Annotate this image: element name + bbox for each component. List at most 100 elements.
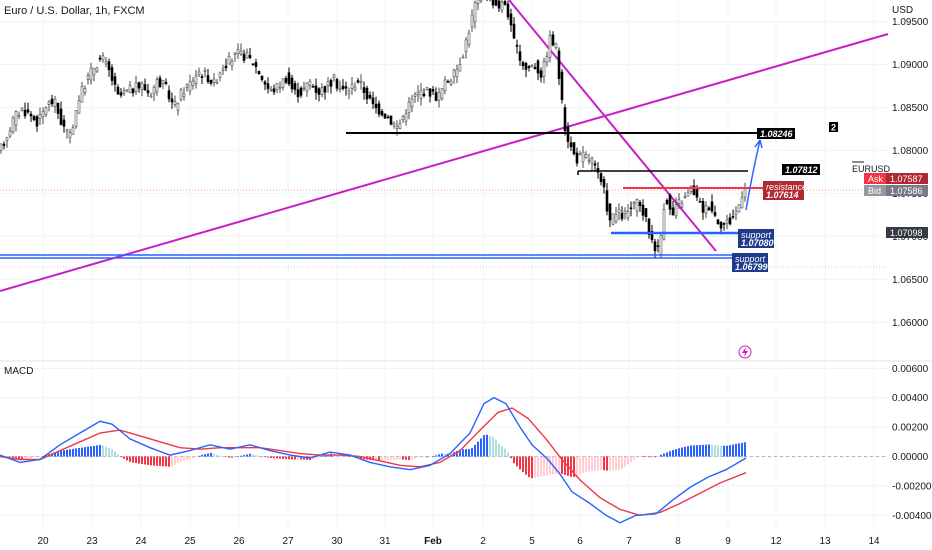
candle-body [314, 85, 318, 93]
candle-body [590, 158, 594, 164]
support-label-2[interactable]: support 1.06799 [732, 253, 768, 272]
time-tick-label: 27 [282, 536, 294, 547]
macd-histogram-bar [291, 456, 293, 460]
candle-body [524, 63, 528, 70]
candle-body [359, 80, 363, 83]
time-tick-label: 13 [819, 536, 831, 547]
candle-body [638, 202, 642, 206]
symbol-tag: EURUSD [852, 161, 891, 174]
macd-histogram-bar [372, 456, 374, 461]
macd-histogram-bar [549, 456, 551, 475]
macd-histogram-bar [573, 456, 575, 477]
macd-histogram-bar [138, 456, 140, 464]
macd-histogram-bar [54, 452, 56, 457]
macd-histogram-bar [615, 456, 617, 471]
badge-2[interactable]: 2 [829, 122, 838, 133]
candle-body [371, 97, 375, 104]
candle-body [137, 82, 141, 89]
time-tick-label: 12 [770, 536, 782, 547]
macd-histogram-bar [99, 444, 101, 457]
candle-body [308, 80, 312, 86]
macd-histogram-bar [474, 444, 476, 457]
macd-histogram-bar [495, 439, 497, 457]
macd-histogram-bar [522, 456, 524, 473]
candle-body [389, 115, 393, 125]
candle-body [182, 93, 186, 97]
macd-histogram-bar [417, 456, 419, 459]
candle-body [704, 205, 708, 214]
candle-body [731, 216, 735, 218]
macd-histogram-bar [324, 455, 326, 457]
time-tick-label: 6 [577, 536, 583, 547]
candle-body [512, 23, 516, 39]
macd-histogram-bar [543, 456, 545, 476]
candle-body [68, 132, 72, 138]
candle-body [587, 159, 591, 162]
macd-histogram-bar [141, 456, 143, 465]
macd-histogram-bar [240, 455, 242, 457]
macd-histogram-bar [600, 456, 602, 470]
macd-histogram-bar [78, 447, 80, 457]
macd-histogram-bar [576, 456, 578, 476]
candle-body [368, 95, 372, 99]
candle-body [104, 61, 108, 65]
falling-trendline[interactable] [508, 0, 717, 252]
macd-histogram-bar [96, 445, 98, 457]
level-label-mid[interactable]: 1.07812 [782, 164, 820, 175]
candle-body [695, 187, 699, 198]
candle-body [509, 13, 513, 26]
candle-body [434, 92, 438, 101]
macd-histogram-bar [606, 456, 608, 471]
candle-body [644, 208, 648, 217]
macd-histogram-bar [135, 456, 137, 464]
candle-body [101, 55, 105, 61]
projection-arrow-line[interactable] [745, 139, 761, 211]
macd-histogram-bar [186, 456, 188, 460]
macd-histogram-bar [72, 448, 74, 457]
macd-histogram-bar [654, 456, 656, 458]
macd-histogram-bar [534, 456, 536, 478]
macd-histogram-bar [405, 456, 407, 460]
macd-histogram-bar [642, 456, 644, 457]
bid-tag[interactable]: Bid 1.07586 [864, 185, 928, 196]
candle-body [569, 142, 573, 148]
macd-histogram-bar [174, 456, 176, 465]
ask-label: Ask [868, 174, 884, 184]
bid-label: Bid [868, 186, 881, 196]
candle-body [641, 204, 645, 216]
candle-body [56, 102, 60, 114]
candle-body [290, 77, 294, 90]
price-tick-label: 1.09000 [892, 60, 929, 71]
bid-value: 1.07586 [890, 186, 923, 196]
macd-histogram-bar [726, 445, 728, 457]
candle-body [602, 179, 606, 188]
candle-body [734, 210, 738, 215]
resistance-label[interactable]: resistance 1.07614 [763, 181, 807, 200]
lightning-icon[interactable] [738, 345, 752, 359]
macd-histogram-bar [207, 453, 209, 457]
macd-histogram-bar [60, 450, 62, 457]
macd-histogram-bar [246, 454, 248, 457]
macd-histogram-bar [192, 456, 194, 458]
macd-histogram-bar [42, 455, 44, 457]
level-label-top[interactable]: 1.08246 [757, 128, 795, 139]
macd-histogram-bar [228, 456, 230, 458]
candle-body [623, 210, 627, 214]
candle-body [374, 104, 378, 109]
candle-body [683, 196, 687, 199]
candle-body [629, 207, 633, 210]
time-axis[interactable]: 20 23 24 25 26 27 30 31 Feb 2 5 6 7 8 9 12 13 14 [37, 536, 880, 547]
rising-trendline[interactable] [0, 33, 889, 292]
candle-body [419, 89, 423, 99]
macd-tick-label: 0.00200 [892, 423, 929, 434]
macd-histogram-bar [582, 456, 584, 474]
candle-body [380, 111, 384, 116]
ask-tag[interactable]: Ask 1.07587 [864, 173, 928, 184]
macd-histogram-bar [15, 456, 17, 459]
macd-histogram-bar [267, 456, 269, 458]
macd-histogram-bar [444, 453, 446, 457]
candle-body [398, 123, 402, 129]
candle-body [194, 75, 198, 84]
support-label-1[interactable]: support 1.07080 [738, 229, 774, 248]
macd-histogram-bar [195, 456, 197, 458]
